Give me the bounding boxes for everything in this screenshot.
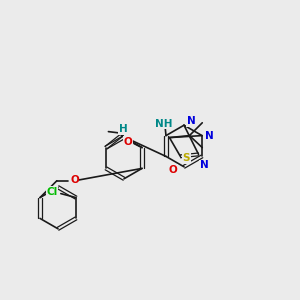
Text: S: S: [183, 153, 190, 163]
Text: H: H: [119, 124, 128, 134]
Text: O: O: [124, 137, 132, 147]
Text: NH: NH: [155, 118, 173, 129]
Text: Cl: Cl: [46, 187, 58, 197]
Text: O: O: [168, 165, 177, 175]
Text: N: N: [200, 160, 208, 170]
Text: O: O: [70, 175, 79, 185]
Text: N: N: [187, 116, 196, 126]
Text: N: N: [205, 130, 214, 141]
